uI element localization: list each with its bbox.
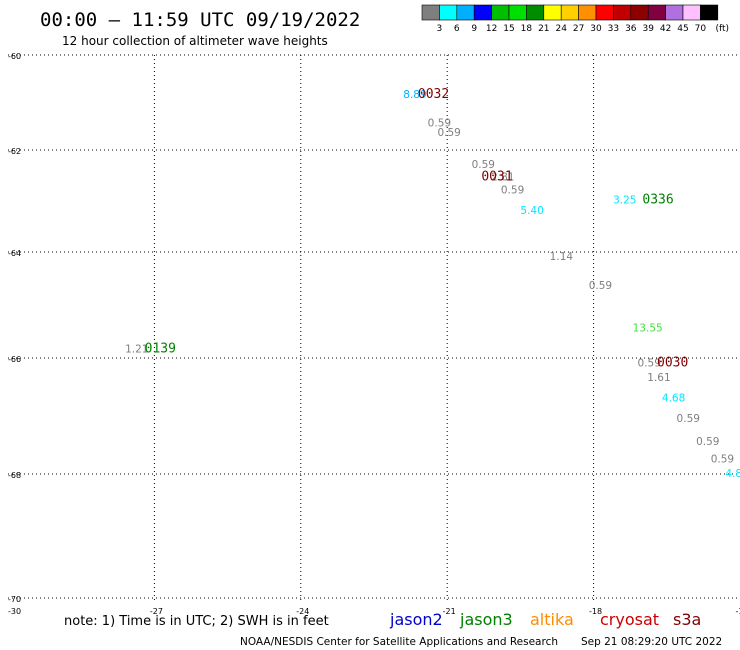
grid [8,54,740,600]
colorbar-tick-label: 27 [573,24,584,34]
colorbar-tick-label: 3 [437,24,443,34]
wave-height-label: 0.59 [677,413,700,425]
colorbar-tick-label: 39 [642,24,654,34]
chart-title: 00:00 – 11:59 UTC 09/19/2022 [40,9,360,31]
mission-label-cryosat: cryosat [600,610,659,629]
time-label: 0139 [145,342,176,357]
colorbar-swatch [491,4,510,21]
footer-timestamp: Sep 21 08:29:20 UTC 2022 [581,636,722,648]
mission-legend: jason2 jason3 altika cryosat s3a [389,610,701,629]
y-tick-label: -60 [8,52,21,61]
colorbar-tick-label: 15 [503,24,514,34]
colorbar-tick-label: 24 [555,24,567,34]
colorbar-tick-label: 18 [521,24,533,34]
colorbar-tick-label: 36 [625,24,637,34]
colorbar-tick-label: 21 [538,24,549,34]
colorbar-tick-label: 30 [590,24,602,34]
colorbar-swatch [543,4,562,21]
colorbar-swatch [613,4,632,21]
wave-height-label: 0.59 [428,117,451,129]
wave-height-label: 5.40 [520,205,543,217]
mission-label-s3a: s3a [673,610,701,629]
colorbar-tick-label: 45 [677,24,688,34]
wave-height-label: 1.61 [647,372,670,384]
wave-height-label: 0.59 [638,358,661,370]
x-tick-label: -27 [150,607,163,616]
mission-label-jason3: jason3 [459,610,513,629]
colorbar-swatch [578,4,597,21]
wave-height-label: 2.81 [491,172,514,184]
colorbar-tick-label: 6 [454,24,460,34]
colorbar-tick-label: 42 [660,24,671,34]
colorbar-swatch [473,4,492,21]
time-label: 0032 [418,87,449,102]
colorbar-swatch [439,4,458,21]
y-tick-label: -64 [8,249,21,258]
colorbar-tick-label: 33 [608,24,619,34]
observations: 8.890.590.590.592.810.595.403.251.140.59… [125,87,740,480]
colorbar-swatch [647,4,666,21]
time-label: 0031 [481,170,512,185]
colorbar-swatch [595,4,614,21]
colorbar-tick-label: 70 [695,24,707,34]
colorbar-swatch [421,4,440,21]
y-tick-label: -68 [8,471,21,480]
wave-height-label: 3.25 [613,195,636,207]
footer-credit: NOAA/NESDIS Center for Satellite Applica… [240,636,558,648]
axis-ticks: -60 -62 -64 -66 -68 -70 -27 -24 -21 -18 -15 -30 [8,52,740,616]
colorbar-swatch [630,4,649,21]
wave-height-label: 1.21 [125,344,148,356]
y-tick-label: -66 [8,355,21,364]
colorbar-swatch [456,4,475,21]
wave-height-label: 4.68 [662,393,685,405]
wave-height-label: 0.59 [472,159,495,171]
wave-height-label: 0.59 [696,436,719,448]
colorbar-swatch [700,4,719,21]
time-label: 0336 [642,193,673,208]
y-tick-label: -70 [8,595,21,604]
colorbar-unit: (ft) [715,24,729,34]
time-label: 0030 [657,356,688,371]
colorbar-swatch [682,4,701,21]
wave-height-label: 1.14 [550,251,574,263]
wave-height-label: 0.59 [437,127,460,139]
x-tick-label: -15 [735,607,740,616]
colorbar-swatch [508,4,527,21]
wave-height-label: 4.87 [725,468,740,480]
corner-label: -30 [8,607,21,616]
wave-height-label: 0.59 [711,453,734,465]
wave-height-label: 8.89 [403,89,426,101]
colorbar-swatch [560,4,579,21]
mission-label-altika: altika [530,610,574,629]
wave-height-label: 13.55 [633,323,663,335]
wave-height-label: 0.59 [589,280,612,292]
colorbar-swatch [526,4,545,21]
colorbar-tick-label: 12 [486,24,497,34]
colorbar-swatch [665,4,684,21]
y-tick-label: -62 [8,147,21,156]
x-tick-label: -18 [589,607,602,616]
footer-note: note: 1) Time is in UTC; 2) SWH is in fe… [64,614,329,629]
x-tick-label: -24 [296,607,309,616]
x-tick-label: -21 [443,607,456,616]
color-scale-legend: 3 6 9 12 15 18 21 24 27 30 33 36 39 42 45 70 (ft) [421,4,729,34]
chart-subtitle: 12 hour collection of altimeter wave hei… [62,34,328,48]
wave-height-label: 0.59 [501,184,524,196]
mission-label-jason2: jason2 [389,610,443,629]
colorbar-tick-label: 9 [471,24,477,34]
